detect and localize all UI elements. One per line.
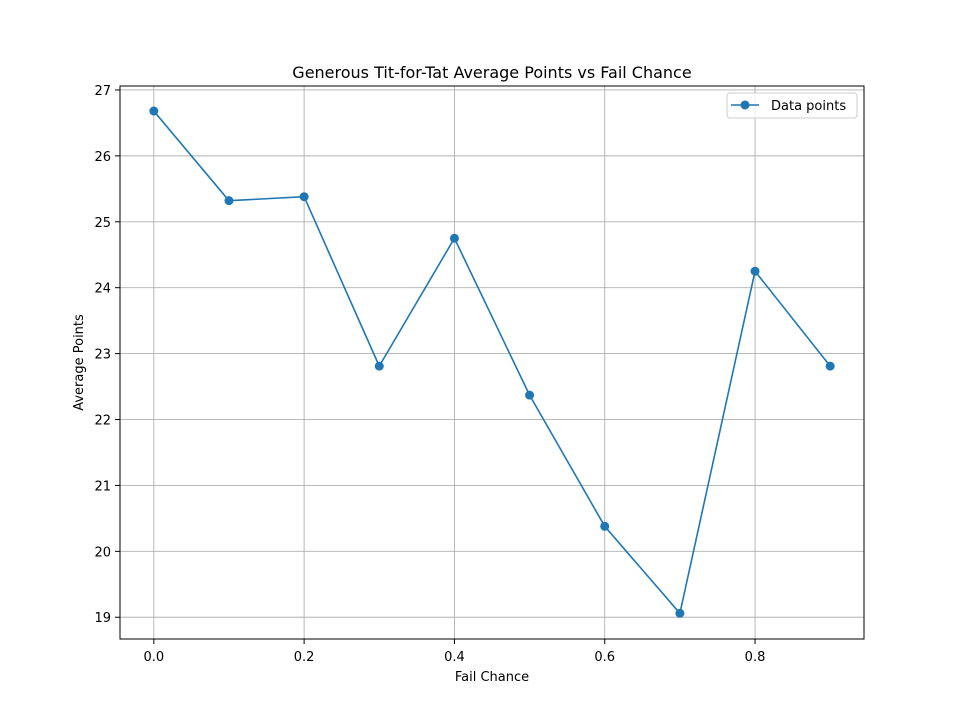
- x-tick-label: 0.2: [294, 650, 315, 665]
- y-tick-label: 21: [94, 479, 111, 494]
- data-point: [600, 521, 610, 531]
- legend-marker-swatch: [740, 100, 750, 110]
- y-tick-label: 25: [94, 216, 111, 231]
- data-point: [825, 361, 835, 371]
- legend: Data points: [726, 92, 858, 119]
- x-tick-label: 0.6: [594, 650, 615, 665]
- legend-box: [726, 92, 858, 119]
- y-tick-label: 22: [94, 414, 111, 429]
- y-tick-label: 27: [94, 84, 111, 99]
- y-tick-label: 24: [94, 282, 111, 297]
- x-tick-label: 0.8: [745, 650, 766, 665]
- x-axis-ticks: 0.0 0.2 0.4 0.6 0.8: [143, 639, 765, 665]
- plot-background: [120, 86, 864, 639]
- x-tick-label: 0.0: [143, 650, 164, 665]
- data-point: [675, 608, 685, 618]
- plot-frame: [119, 85, 865, 640]
- chart-title: Generous Tit-for-Tat Average Points vs F…: [292, 63, 691, 82]
- grid-lines: [120, 86, 864, 639]
- series-line: [153, 110, 831, 615]
- x-axis-label: Fail Chance: [455, 670, 529, 685]
- data-point: [224, 196, 234, 206]
- data-point: [750, 266, 760, 276]
- y-tick-label: 19: [94, 611, 111, 626]
- data-point: [449, 233, 459, 243]
- data-point: [525, 390, 535, 400]
- data-point: [299, 192, 309, 202]
- data-point: [374, 361, 384, 371]
- x-tick-label: 0.4: [444, 650, 465, 665]
- y-axis-ticks: 19 20 21 22 23 24 25 26 27: [94, 84, 120, 626]
- y-tick-label: 20: [94, 545, 111, 560]
- legend-label: Data points: [771, 99, 846, 114]
- y-tick-label: 26: [94, 150, 111, 165]
- y-tick-label: 23: [94, 348, 111, 363]
- y-axis-label: Average Points: [72, 314, 87, 411]
- series-layer: [149, 106, 835, 618]
- data-point: [149, 106, 159, 116]
